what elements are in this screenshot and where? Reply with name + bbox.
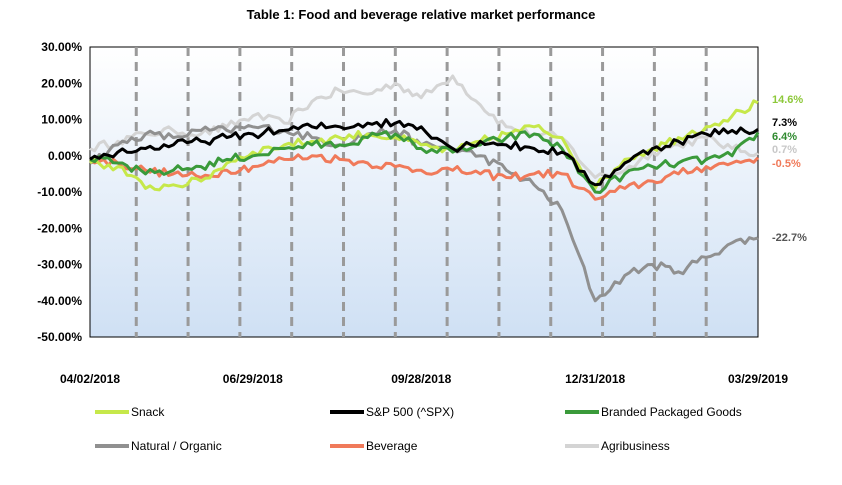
y-tick-label: -20.00% bbox=[37, 221, 82, 235]
legend-label: Snack bbox=[131, 405, 165, 419]
x-tick-label: 03/29/2019 bbox=[728, 372, 788, 386]
series-line bbox=[89, 130, 760, 194]
series-end-label: -22.7% bbox=[772, 232, 807, 244]
series-line bbox=[89, 74, 759, 179]
end-labels: 14.6% 7.3% 6.4% -22.7% -0.5% 0.7% bbox=[772, 94, 807, 244]
legend-label: S&P 500 (^SPX) bbox=[366, 405, 454, 419]
y-tick-label: -30.00% bbox=[37, 258, 82, 272]
legend-label: Natural / Organic bbox=[131, 439, 222, 453]
series-end-label: 7.3% bbox=[772, 117, 797, 129]
y-tick-label: 20.00% bbox=[41, 76, 82, 90]
grid-lines bbox=[134, 47, 708, 337]
y-tick-label: -50.00% bbox=[37, 330, 82, 344]
chart-title: Table 1: Food and beverage relative mark… bbox=[247, 7, 596, 22]
legend-label: Beverage bbox=[366, 439, 418, 453]
series-lines bbox=[89, 74, 760, 303]
x-tick-label: 12/31/2018 bbox=[565, 372, 625, 386]
x-axis-ticks: 04/02/2018 06/29/2018 09/28/2018 12/31/2018… bbox=[60, 372, 788, 386]
series-end-label: 14.6% bbox=[772, 94, 803, 106]
y-tick-label: 30.00% bbox=[41, 40, 82, 54]
x-tick-label: 04/02/2018 bbox=[60, 372, 120, 386]
y-tick-label: 0.00% bbox=[48, 149, 82, 163]
series-line bbox=[89, 153, 760, 201]
x-tick-label: 06/29/2018 bbox=[223, 372, 283, 386]
y-tick-label: -40.00% bbox=[37, 294, 82, 308]
series-line bbox=[89, 118, 759, 187]
x-tick-label: 09/28/2018 bbox=[391, 372, 451, 386]
legend: Snack S&P 500 (^SPX) Branded Packaged Good… bbox=[95, 405, 742, 453]
plot-area bbox=[89, 46, 759, 338]
legend-label: Branded Packaged Goods bbox=[601, 405, 742, 419]
series-end-label: 0.7% bbox=[772, 144, 797, 156]
y-tick-label: -10.00% bbox=[37, 185, 82, 199]
y-axis-ticks: 30.00% 20.00% 10.00% 0.00% -10.00% -20.00% -30… bbox=[37, 40, 82, 344]
legend-label: Agribusiness bbox=[601, 439, 670, 453]
series-end-label: -0.5% bbox=[772, 158, 801, 170]
y-tick-label: 10.00% bbox=[41, 113, 82, 127]
series-end-label: 6.4% bbox=[772, 131, 797, 143]
